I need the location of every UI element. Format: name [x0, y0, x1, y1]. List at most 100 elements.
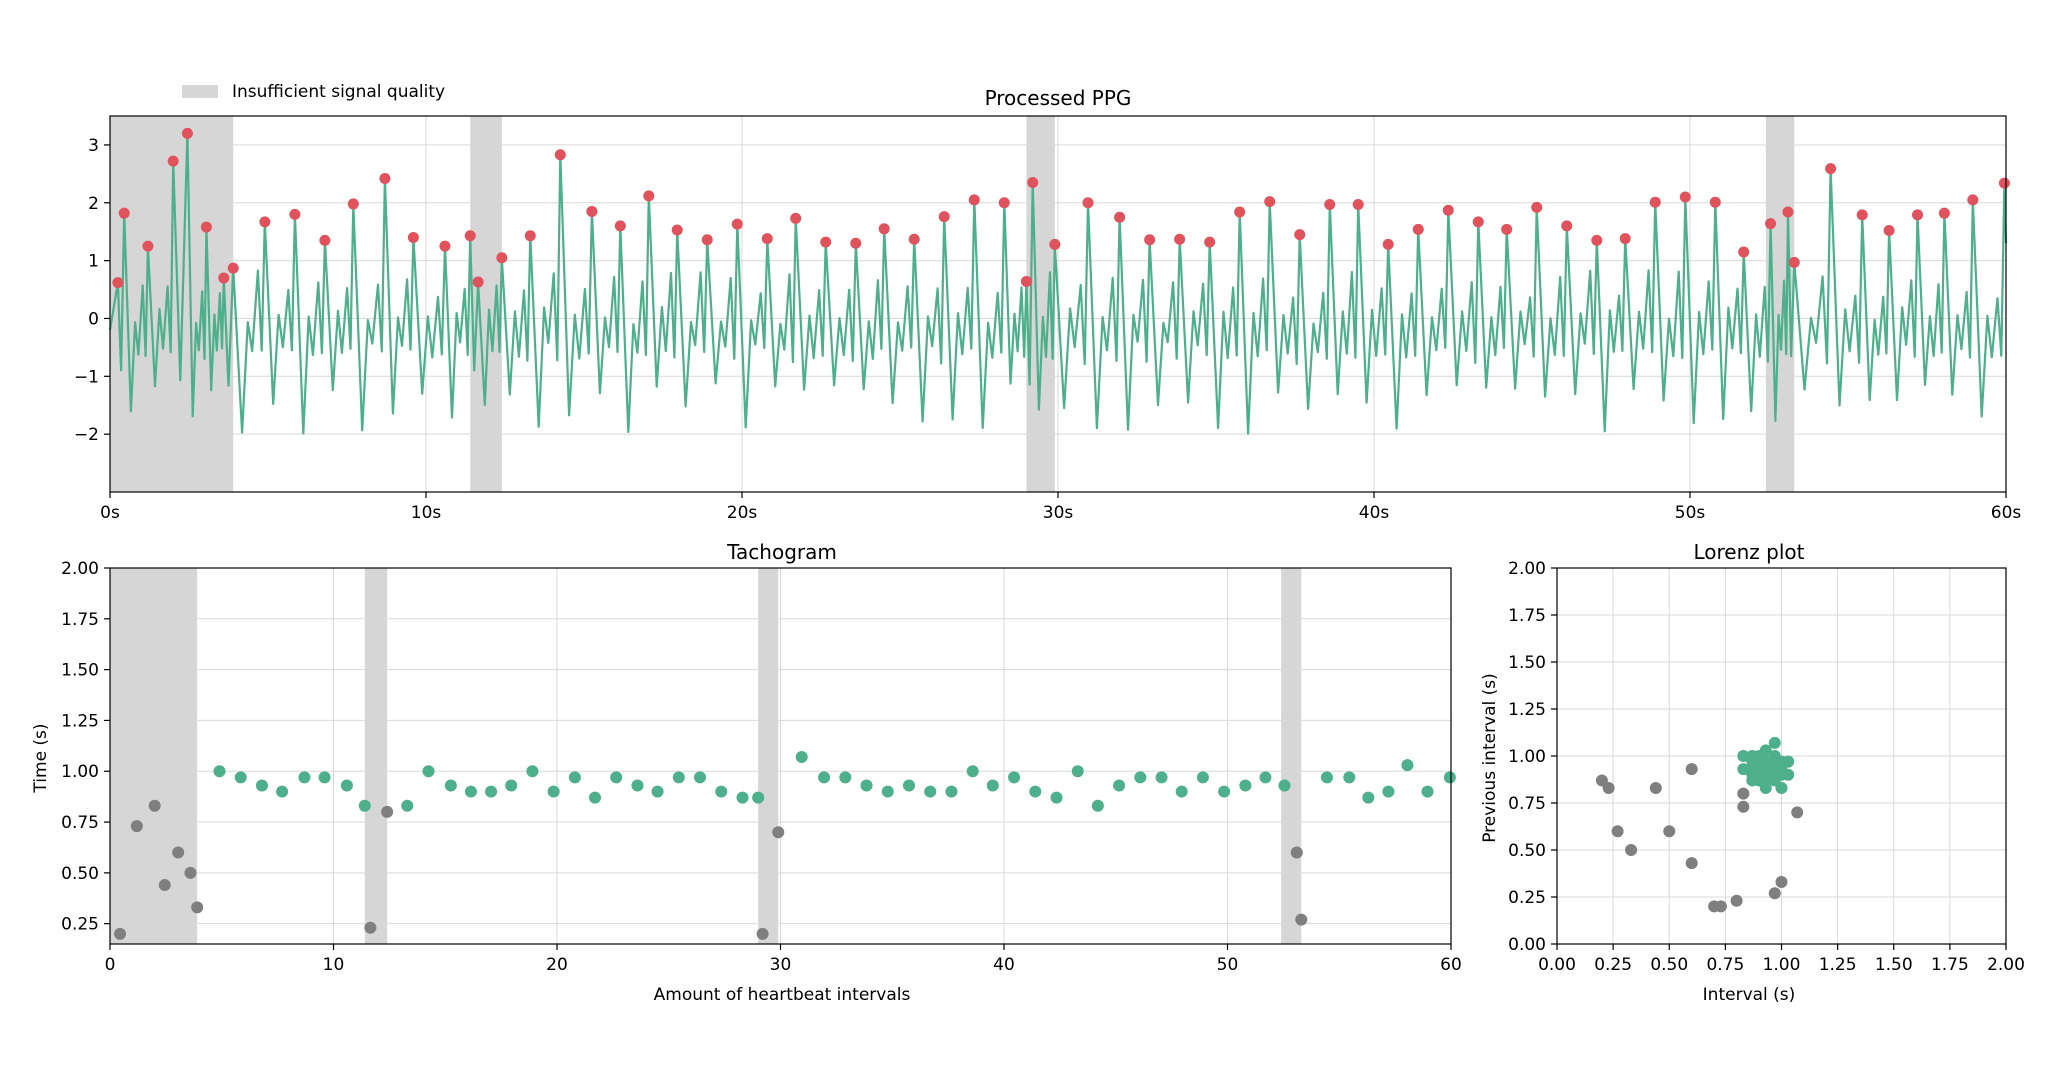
legend-label: Insufficient signal quality — [232, 82, 445, 102]
ppg-peak-marker — [1883, 225, 1895, 237]
tachogram-valid-point — [505, 779, 518, 792]
y-tick-label: 1.25 — [61, 711, 99, 731]
ppg-peak-marker — [1020, 275, 1032, 287]
ppg-peak-marker — [1352, 199, 1364, 211]
x-tick-label: 0.00 — [1538, 955, 1576, 975]
tachogram-invalid-point — [114, 927, 127, 940]
quality-band — [110, 568, 198, 944]
lorenz-valid-point — [1775, 781, 1788, 794]
ppg-peak-marker — [968, 194, 980, 206]
x-tick-label: 0 — [105, 955, 116, 975]
lorenz-invalid-point — [1685, 857, 1698, 870]
lorenz-valid-point — [1737, 763, 1750, 776]
ppg-peak-marker — [439, 240, 451, 252]
tachogram-valid-point — [715, 785, 728, 798]
y-tick-label: 0.25 — [61, 915, 99, 935]
y-tick-label: 0.00 — [1508, 935, 1546, 955]
x-tick-label: 10 — [323, 955, 345, 975]
ppg-peak-marker — [1412, 223, 1424, 235]
ppg-peak-marker — [790, 212, 802, 224]
tachogram-xlabel: Amount of heartbeat intervals — [654, 985, 911, 1005]
axes-frame — [1556, 567, 2007, 945]
ppg-peak-marker — [1561, 220, 1573, 232]
y-tick-label: 0 — [88, 309, 99, 329]
lorenz-valid-point — [1782, 755, 1795, 768]
x-tick-label: 60 — [1440, 955, 1462, 975]
tachogram-valid-point — [752, 791, 765, 804]
ppg-peak-marker — [554, 149, 566, 161]
lorenz-invalid-point — [1602, 781, 1615, 794]
tachogram-valid-point — [255, 779, 268, 792]
tachogram-invalid-point — [756, 927, 769, 940]
lorenz-panel: Lorenz plot Interval (s) Previous interv… — [1480, 540, 2025, 1005]
ppg-panel: Processed PPG 0s 10s 20s 30s 40s 50s 60s −2 −1 0 1… — [74, 86, 2021, 523]
tachogram-valid-point — [694, 771, 707, 784]
y-tick-label: 1.50 — [61, 661, 99, 681]
ppg-peak-marker — [464, 230, 476, 242]
x-tick-label: 10s — [411, 503, 442, 523]
tachogram-valid-point — [651, 785, 664, 798]
tachogram-valid-point — [401, 799, 414, 812]
lorenz-valid-point — [1759, 763, 1772, 776]
lorenz-valid-point — [1775, 768, 1788, 781]
x-tick-label: 30 — [770, 955, 792, 975]
ppg-peak-marker — [1049, 238, 1061, 250]
tachogram-panel: Tachogram Amount of heartbeat intervals … — [31, 540, 1462, 1005]
ppg-peak-marker — [820, 236, 832, 248]
tachogram-valid-point — [966, 765, 979, 778]
tachogram-valid-point — [1239, 779, 1252, 792]
ppg-title: Processed PPG — [985, 86, 1132, 110]
ppg-peak-marker — [289, 208, 301, 220]
lorenz-invalid-point — [1649, 781, 1662, 794]
x-tick-label: 0.75 — [1706, 955, 1744, 975]
tachogram-valid-point — [1091, 799, 1104, 812]
ppg-peak-marker — [701, 234, 713, 246]
tachogram-valid-point — [1443, 771, 1456, 784]
ppg-peak-marker — [379, 172, 391, 184]
lorenz-valid-point — [1746, 750, 1759, 762]
tachogram-valid-point — [213, 765, 226, 778]
x-tick-label: 60s — [1991, 503, 2022, 523]
tachogram-valid-point — [234, 771, 247, 784]
tachogram-valid-point — [903, 779, 916, 792]
ppg-peak-marker — [1825, 163, 1837, 175]
x-tick-label: 50s — [1675, 503, 1706, 523]
ppg-peak-marker — [1027, 177, 1039, 189]
ppg-peak-marker — [1082, 197, 1094, 209]
lorenz-invalid-point — [1625, 844, 1638, 856]
y-tick-label: −2 — [74, 425, 99, 445]
lorenz-valid-point — [1759, 744, 1772, 757]
tachogram-invalid-point — [772, 826, 785, 839]
tachogram-valid-point — [860, 779, 873, 792]
ppg-peak-marker — [850, 237, 862, 249]
ppg-peak-marker — [1144, 234, 1156, 246]
ppg-peak-marker — [218, 272, 230, 284]
tachogram-valid-point — [526, 765, 539, 778]
y-tick-label: 0.50 — [61, 864, 99, 884]
ppg-peak-marker — [643, 190, 655, 202]
x-tick-label: 20 — [546, 955, 568, 975]
x-tick-label: 50 — [1217, 955, 1239, 975]
tachogram-valid-point — [818, 771, 831, 784]
lorenz-valid-point — [1759, 781, 1772, 794]
ppg-peak-marker — [112, 277, 124, 289]
lorenz-invalid-point — [1611, 825, 1624, 838]
y-tick-label: 1.50 — [1508, 653, 1546, 673]
y-tick-label: 0.75 — [61, 813, 99, 833]
tachogram-valid-point — [358, 799, 371, 812]
ppg-peak-marker — [1294, 229, 1306, 241]
ppg-peak-marker — [1738, 246, 1750, 258]
quality-band — [758, 568, 779, 944]
tachogram-valid-point — [795, 751, 808, 764]
lorenz-title: Lorenz plot — [1694, 540, 1805, 564]
lorenz-invalid-point — [1685, 763, 1698, 776]
ppg-peak-marker — [1174, 233, 1186, 245]
ppg-peak-marker — [761, 233, 773, 245]
ppg-peak-marker — [1442, 204, 1454, 216]
ppg-peak-marker — [1531, 201, 1543, 213]
ppg-peak-marker — [1234, 206, 1246, 218]
quality-band — [1281, 568, 1302, 944]
ppg-peak-marker — [407, 231, 419, 243]
tachogram-valid-point — [1362, 791, 1375, 804]
quality-band — [364, 568, 388, 944]
